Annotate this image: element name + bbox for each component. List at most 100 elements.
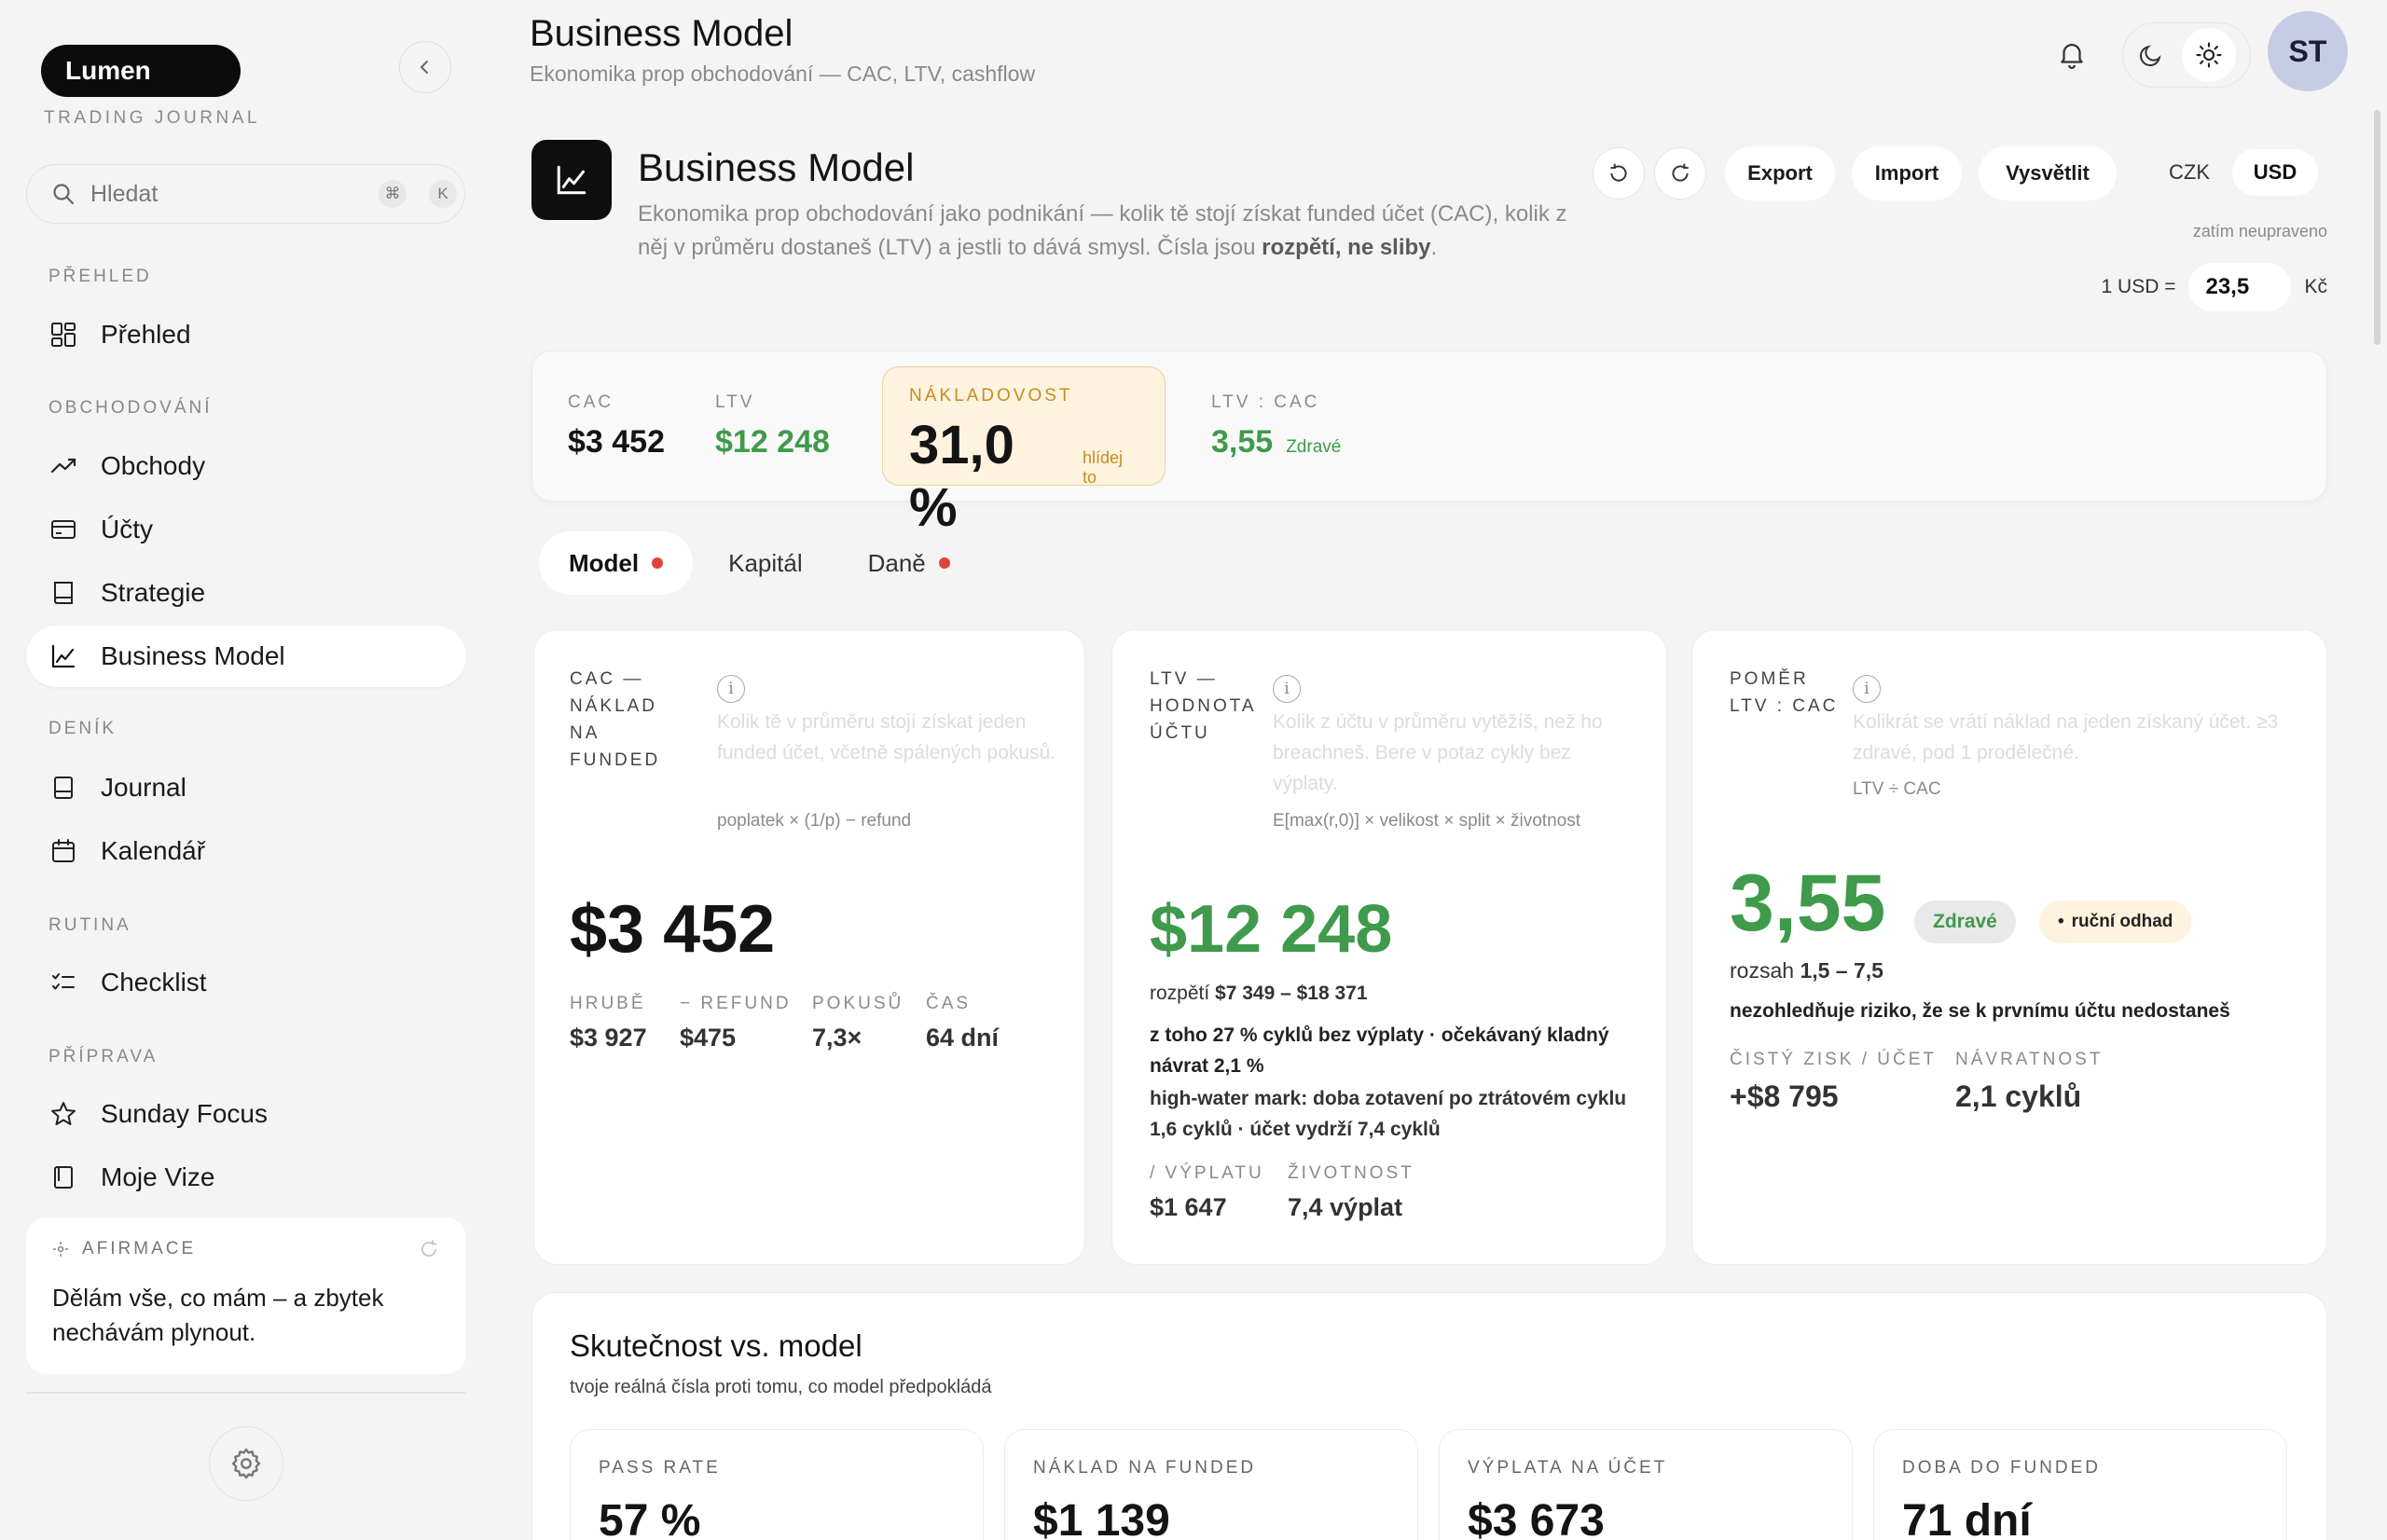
trend-up-icon xyxy=(50,458,76,474)
search-input[interactable]: Hledat ⌘ K xyxy=(26,164,465,224)
page-title: Business Model xyxy=(530,13,793,54)
card-label: POMĚR LTV : CAC xyxy=(1730,669,1839,716)
card-hint: Kolik tě v průměru stojí získat jeden fu… xyxy=(717,711,1056,763)
rate-label: 1 USD = xyxy=(2101,276,2176,297)
tab-dane[interactable]: Daně xyxy=(838,531,980,595)
sidebar-item-sunday-focus[interactable]: Sunday Focus xyxy=(26,1083,466,1145)
tab-label: Daně xyxy=(867,548,926,577)
section-prehled: PŘEHLED xyxy=(48,267,152,286)
app-logo[interactable]: Lumen xyxy=(41,45,241,97)
sidebar-item-business-model[interactable]: Business Model xyxy=(26,626,466,687)
sidebar-item-label: Obchody xyxy=(101,451,206,480)
sidebar-item-checklist[interactable]: Checklist xyxy=(26,952,466,1013)
ltv-note-cycles: z toho 27 % cyklů bez výplaty · očekávan… xyxy=(1150,1024,1609,1077)
kpi-cost-highlight: NÁKLADOVOST 31,0 % hlídej to xyxy=(882,366,1166,538)
ltv-range: rozpětí $7 349 – $18 371 xyxy=(1150,983,1368,1005)
sidebar-item-obchody[interactable]: Obchody xyxy=(26,435,466,497)
explain-button[interactable]: Vysvětlit xyxy=(1979,146,2117,200)
kpi-label: LTV xyxy=(715,392,755,412)
kpi-cac: CAC $3 452 xyxy=(568,392,665,461)
sidebar-item-kalendar[interactable]: Kalendář xyxy=(26,820,466,882)
sub-label: − REFUND xyxy=(680,994,792,1013)
ratio-warning: nezohledňuje riziko, že se k prvnímu účt… xyxy=(1730,1000,2230,1022)
refresh-icon[interactable] xyxy=(418,1238,440,1260)
export-button[interactable]: Export xyxy=(1725,146,1835,200)
stat-cost-per-funded: NÁKLAD NA FUNDED $1 139 xyxy=(1004,1429,1418,1540)
bell-icon xyxy=(2061,44,2083,69)
ratio-range: rozsah 1,5 – 7,5 xyxy=(1730,958,1883,983)
stat-payout-per-account: VÝPLATA NA ÚČET $3 673 xyxy=(1439,1429,1853,1540)
stat-label: NÁKLAD NA FUNDED xyxy=(1033,1458,1257,1478)
sun-icon xyxy=(2196,42,2222,68)
chart-line-icon xyxy=(557,165,586,195)
ltv-sub-lifetime: ŽIVOTNOST 7,4 výplat xyxy=(1288,1163,1414,1222)
stat-value: $3 673 xyxy=(1468,1496,1605,1540)
notifications-button[interactable] xyxy=(2048,30,2096,78)
kpi-value: $3 452 xyxy=(568,424,665,460)
affirmation-text: Dělám vše, co mám – a zbytek nechávám pl… xyxy=(52,1284,384,1346)
sub-value: 7,4 výplat xyxy=(1288,1193,1403,1221)
kpi-value: 31,0 % xyxy=(909,415,1014,538)
info-icon[interactable]: i xyxy=(1273,675,1301,703)
sub-label: NÁVRATNOST xyxy=(1955,1050,2104,1069)
range-value: $7 349 – $18 371 xyxy=(1215,983,1368,1004)
redo-button[interactable] xyxy=(1654,147,1706,199)
currency-toggle[interactable]: CZK USD xyxy=(2141,145,2324,199)
moon-icon[interactable] xyxy=(2137,41,2165,69)
calendar-icon xyxy=(52,839,75,862)
theme-toggle[interactable] xyxy=(2122,22,2251,88)
sidebar-item-moje-vize[interactable]: Moje Vize xyxy=(26,1147,466,1208)
stat-value: 57 % xyxy=(599,1496,701,1540)
sidebar-item-label: Sunday Focus xyxy=(101,1099,268,1128)
currency-czk-option[interactable]: CZK xyxy=(2169,160,2210,184)
sidebar-item-ucty[interactable]: Účty xyxy=(26,499,466,560)
tab-model[interactable]: Model xyxy=(539,531,694,595)
sun-toggle-active[interactable] xyxy=(2182,28,2236,82)
ltv-card: LTV — HODNOTA ÚČTU i Kolik z účtu v prům… xyxy=(1111,629,1667,1265)
shortcut-cmd-key: ⌘ xyxy=(379,180,407,208)
collapse-sidebar-button[interactable] xyxy=(399,41,451,93)
sidebar-item-journal[interactable]: Journal xyxy=(26,757,466,818)
tab-kapital[interactable]: Kapitál xyxy=(698,531,833,595)
ratio-sub-net-profit: ČISTÝ ZISK / ÚČET +$8 795 xyxy=(1730,1050,1937,1114)
stat-label: PASS RATE xyxy=(599,1458,721,1478)
card-label: CAC — NÁKLAD NA FUNDED xyxy=(570,669,661,770)
currency-usd-option[interactable]: USD xyxy=(2232,149,2318,196)
kpi-ltv: LTV $12 248 xyxy=(715,392,830,461)
avatar[interactable]: ST xyxy=(2268,11,2348,91)
range-label: rozsah xyxy=(1730,958,1795,983)
status-dot xyxy=(652,557,664,569)
stat-label: VÝPLATA NA ÚČET xyxy=(1468,1458,1668,1478)
sidebar-item-strategie[interactable]: Strategie xyxy=(26,562,466,624)
ratio-card: POMĚR LTV : CAC i Kolikrát se vrátí nákl… xyxy=(1691,629,2327,1265)
kpi-label: LTV : CAC xyxy=(1211,392,1320,412)
book-icon xyxy=(54,1166,73,1189)
section-title: Skutečnost vs. model xyxy=(570,1328,862,1363)
sidebar-item-label: Přehled xyxy=(101,320,191,349)
chevron-left-icon xyxy=(420,61,428,74)
import-button[interactable]: Import xyxy=(1852,146,1962,200)
sub-value: $475 xyxy=(680,1024,737,1052)
stat-pass-rate: PASS RATE 57 % xyxy=(570,1429,984,1540)
settings-button[interactable] xyxy=(209,1426,283,1501)
sub-value: $3 927 xyxy=(570,1024,647,1052)
search-placeholder: Hledat xyxy=(90,180,159,207)
sub-value: +$8 795 xyxy=(1730,1079,1839,1113)
stat-value: 71 dní xyxy=(1902,1496,2032,1540)
info-icon[interactable]: i xyxy=(1853,675,1881,703)
rate-input[interactable]: 23,5 xyxy=(2188,263,2292,311)
hero-title: Business Model xyxy=(638,145,915,189)
tab-label: Model xyxy=(569,548,640,577)
scrollbar-thumb[interactable] xyxy=(2374,110,2380,345)
sub-value: 7,3× xyxy=(812,1024,862,1052)
ltv-note-hwm: high-water mark: doba zotavení po ztráto… xyxy=(1150,1088,1627,1140)
chart-line-icon xyxy=(51,644,76,668)
stat-time-to-funded: DOBA DO FUNDED 71 dní xyxy=(1873,1429,2287,1540)
undo-icon xyxy=(1610,163,1627,182)
info-icon[interactable]: i xyxy=(717,675,745,703)
section-subtitle: tvoje reálná čísla proti tomu, co model … xyxy=(570,1377,992,1397)
sidebar-item-prehled[interactable]: Přehled xyxy=(26,304,466,365)
undo-button[interactable] xyxy=(1593,147,1645,199)
ratio-value: 3,55 xyxy=(1730,859,1886,948)
app-logo-subtitle: TRADING JOURNAL xyxy=(44,108,260,128)
